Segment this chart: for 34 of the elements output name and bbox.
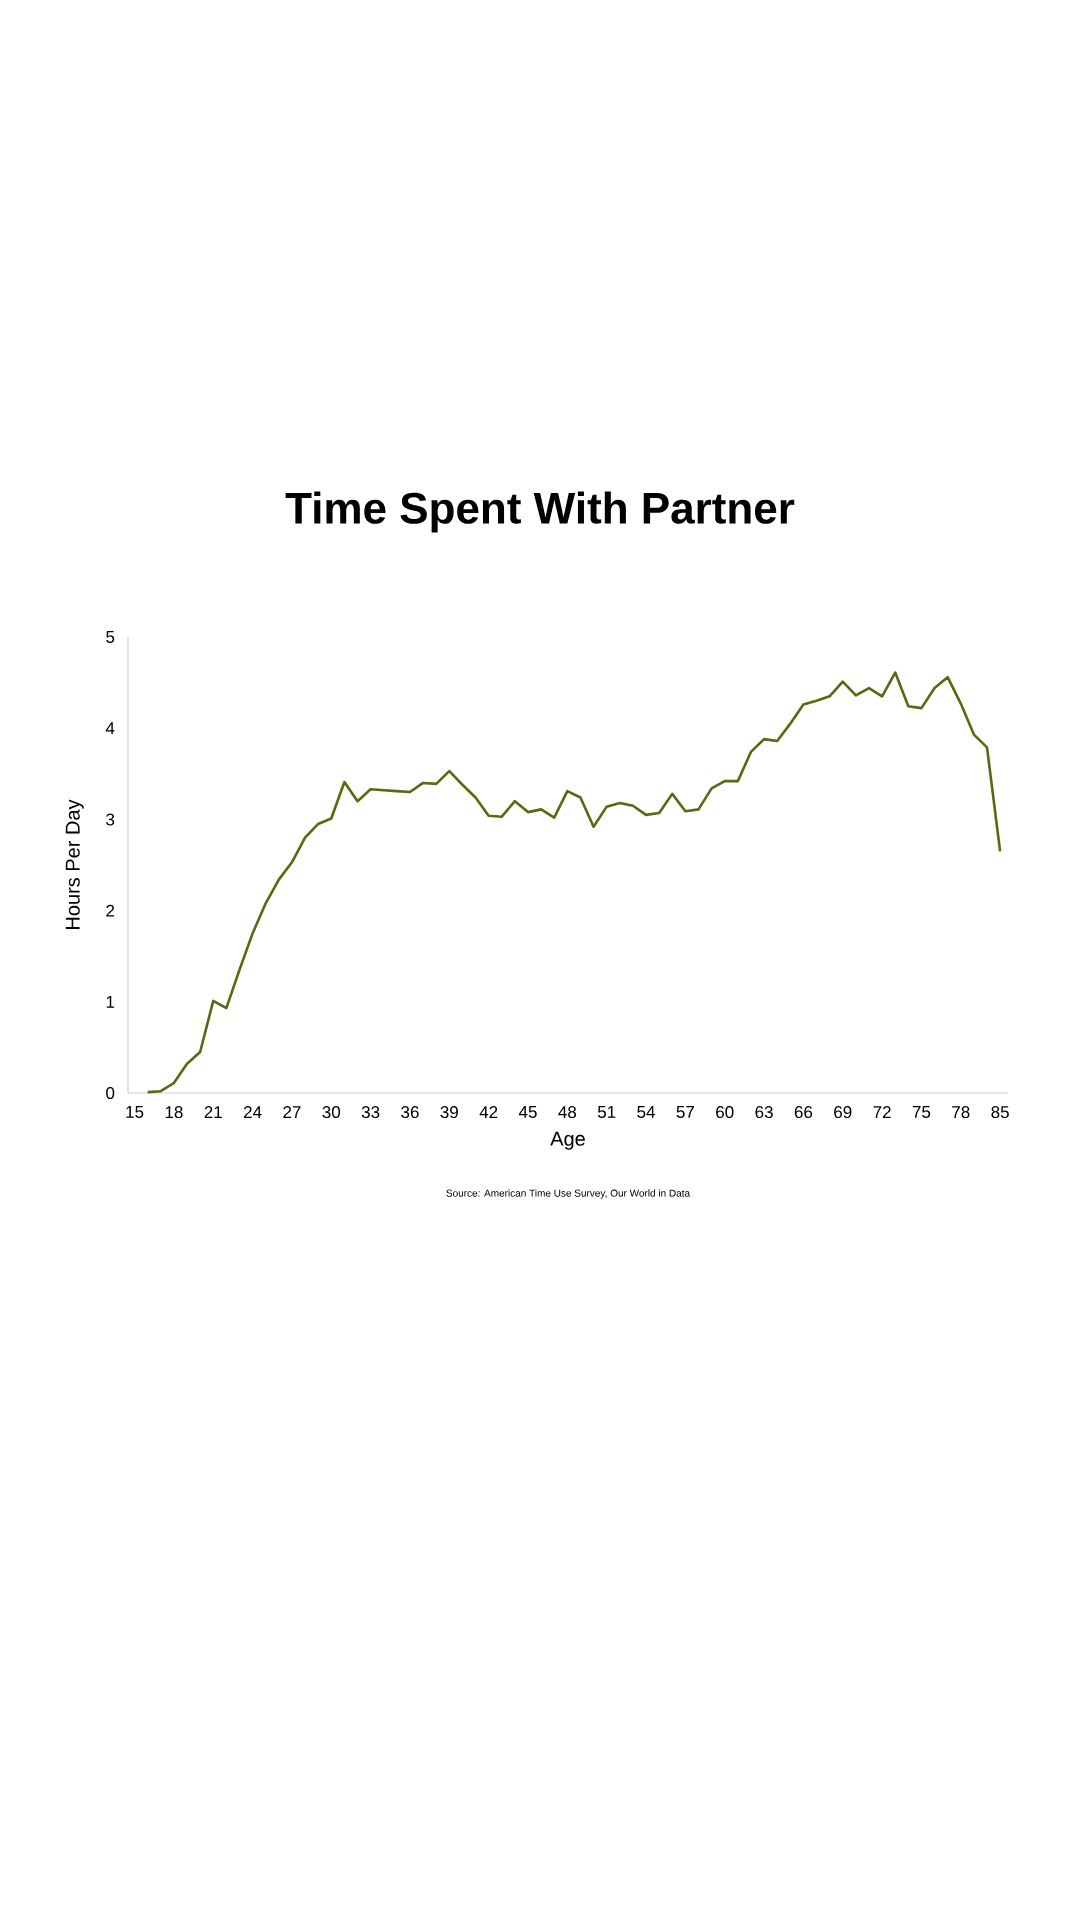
x-tick-label: 27 xyxy=(283,1106,301,1118)
y-tick-label: 0 xyxy=(106,1087,115,1100)
y-tick-label: 3 xyxy=(106,813,115,826)
x-axis-title: Age xyxy=(550,1131,585,1150)
x-tick-label: 69 xyxy=(834,1106,852,1119)
x-tick-label: 39 xyxy=(440,1106,458,1119)
y-tick-label: 1 xyxy=(106,995,115,1008)
y-tick-label: 2 xyxy=(106,904,115,917)
y-tick-label: 5 xyxy=(106,631,115,643)
x-tick-label: 72 xyxy=(873,1106,891,1118)
x-tick-label: 18 xyxy=(165,1106,183,1119)
x-tick-label: 48 xyxy=(558,1106,577,1119)
line-series xyxy=(146,671,1002,1094)
x-tick-label: 30 xyxy=(322,1106,341,1119)
x-tick-label: 51 xyxy=(597,1106,616,1118)
x-tick-label: 36 xyxy=(401,1106,419,1119)
x-tick-label: 78 xyxy=(952,1106,970,1119)
x-tick-label: 75 xyxy=(912,1106,931,1118)
source-note: Source: American Time Use Survey, Our World in Data xyxy=(446,1189,691,1199)
x-tick-label: 54 xyxy=(637,1106,655,1118)
x-tick-label: 60 xyxy=(716,1106,734,1119)
x-tick-label: 63 xyxy=(755,1106,773,1119)
x-tick-label: 66 xyxy=(794,1106,813,1119)
x-tick-label: 33 xyxy=(361,1106,380,1119)
y-axis-title: Hours Per Day xyxy=(65,799,84,929)
x-tick-label: 21 xyxy=(204,1106,222,1118)
x-tick-label: 85 xyxy=(991,1106,1009,1119)
x-tick-label: 15 xyxy=(126,1106,144,1118)
x-tick-label: 24 xyxy=(243,1106,262,1118)
y-tick-label: 4 xyxy=(105,722,115,735)
x-tick-label: 57 xyxy=(676,1106,694,1118)
x-tick-label: 42 xyxy=(479,1106,498,1118)
chart-title: Time Spent With Partner xyxy=(285,491,795,533)
x-tick-label: 45 xyxy=(518,1106,537,1118)
